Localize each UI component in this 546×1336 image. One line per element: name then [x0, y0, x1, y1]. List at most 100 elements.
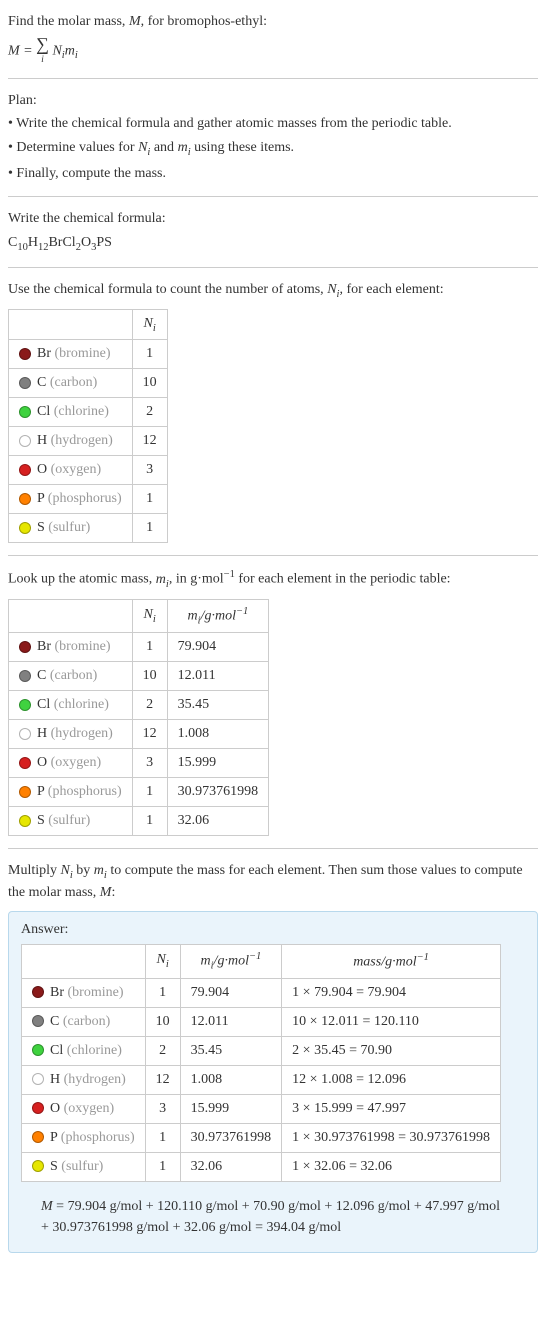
answer-box: Answer: Nimi/g·mol−1mass/g·mol−1Br (brom… [8, 911, 538, 1252]
final-sum: = 79.904 g/mol + 120.110 g/mol + 70.90 g… [41, 1199, 500, 1235]
element-symbol: P [50, 1130, 57, 1145]
chem-cl: Cl [62, 235, 75, 250]
element-symbol: C [37, 668, 46, 683]
col-ni: Ni [132, 309, 167, 340]
cell-mass: 1 × 30.973761998 = 30.973761998 [282, 1123, 501, 1152]
chem-title: Write the chemical formula: [8, 209, 538, 229]
intro-text-b: , for bromophos-ethyl: [141, 14, 267, 29]
cell-mass: 12 × 1.008 = 12.096 [282, 1065, 501, 1094]
element-name: (bromine) [55, 639, 111, 654]
cell-n: 1 [132, 633, 167, 662]
eq-N: N [49, 43, 62, 58]
element-cell: S (sulfur) [22, 1152, 146, 1181]
element-name: (oxygen) [51, 755, 102, 770]
element-dot-icon [19, 522, 31, 534]
count-tb: , for each element: [339, 282, 443, 297]
cell-n: 10 [132, 662, 167, 691]
element-cell: S (sulfur) [9, 514, 133, 543]
element-dot-icon [32, 986, 44, 998]
cell-m: 30.973761998 [180, 1123, 282, 1152]
col-mi: mi/g·mol−1 [167, 599, 269, 632]
element-symbol: P [37, 784, 44, 799]
cell-n: 1 [132, 485, 167, 514]
element-symbol: H [50, 1072, 60, 1087]
divider [8, 267, 538, 268]
cell-m: 79.904 [167, 633, 269, 662]
element-name: (sulfur) [61, 1159, 103, 1174]
cell-m: 12.011 [167, 662, 269, 691]
element-cell: P (phosphorus) [9, 778, 133, 807]
cell-n: 3 [132, 749, 167, 778]
element-dot-icon [19, 786, 31, 798]
cell-n: 1 [132, 778, 167, 807]
cell-n: 12 [132, 427, 167, 456]
element-dot-icon [19, 699, 31, 711]
intro-M: M [129, 14, 141, 29]
element-dot-icon [32, 1102, 44, 1114]
cell-m: 35.45 [167, 691, 269, 720]
element-dot-icon [19, 641, 31, 653]
col-ni: Ni [145, 945, 180, 978]
cell-n: 12 [132, 720, 167, 749]
cell-mass: 1 × 32.06 = 32.06 [282, 1152, 501, 1181]
element-symbol: Br [37, 639, 51, 654]
plan-b2: • Determine values for Ni and mi using t… [8, 138, 538, 160]
element-name: (phosphorus) [48, 784, 122, 799]
chem-cn: 10 [17, 241, 28, 252]
table-row: S (sulfur)132.06 [9, 807, 269, 836]
element-dot-icon [32, 1131, 44, 1143]
element-symbol: Cl [37, 697, 50, 712]
mult-tb: by [73, 863, 94, 878]
table-row: Br (bromine)179.9041 × 79.904 = 79.904 [22, 978, 501, 1007]
cell-mass: 10 × 12.011 = 120.110 [282, 1007, 501, 1036]
table-row: Cl (chlorine)2 [9, 398, 168, 427]
element-dot-icon [19, 464, 31, 476]
element-cell: P (phosphorus) [9, 485, 133, 514]
element-cell: Br (bromine) [9, 633, 133, 662]
element-cell: Cl (chlorine) [22, 1036, 146, 1065]
cell-n: 12 [145, 1065, 180, 1094]
lookup-table: Nimi/g·mol−1Br (bromine)179.904C (carbon… [8, 599, 269, 836]
cell-m: 15.999 [180, 1094, 282, 1123]
table-row: C (carbon)10 [9, 369, 168, 398]
element-dot-icon [19, 493, 31, 505]
element-name: (hydrogen) [64, 1072, 126, 1087]
answer-label: Answer: [21, 922, 525, 938]
chem-o: O [81, 235, 91, 250]
table-row: H (hydrogen)121.00812 × 1.008 = 12.096 [22, 1065, 501, 1094]
element-cell: H (hydrogen) [9, 427, 133, 456]
element-cell: O (oxygen) [9, 749, 133, 778]
element-dot-icon [32, 1160, 44, 1172]
count-title: Use the chemical formula to count the nu… [8, 280, 538, 302]
element-cell: C (carbon) [22, 1007, 146, 1036]
cell-n: 1 [145, 1152, 180, 1181]
table-row: O (oxygen)315.999 [9, 749, 269, 778]
table-row: O (oxygen)3 [9, 456, 168, 485]
col-blank [9, 309, 133, 340]
cell-m: 35.45 [180, 1036, 282, 1065]
col-blank [9, 599, 133, 632]
intro-line: Find the molar mass, M, for bromophos-et… [8, 12, 538, 32]
final-equation: M = 79.904 g/mol + 120.110 g/mol + 70.90… [41, 1196, 505, 1238]
element-dot-icon [19, 435, 31, 447]
element-name: (carbon) [50, 375, 97, 390]
lookup-title: Look up the atomic mass, mi, in g·mol−1 … [8, 568, 538, 592]
divider [8, 555, 538, 556]
plan-b2c: using these items. [191, 140, 294, 155]
cell-m: 32.06 [167, 807, 269, 836]
chem-br: Br [48, 235, 62, 250]
element-name: (phosphorus) [61, 1130, 135, 1145]
element-symbol: H [37, 433, 47, 448]
mult-title: Multiply Ni by mi to compute the mass fo… [8, 861, 538, 903]
table-row: H (hydrogen)121.008 [9, 720, 269, 749]
element-symbol: O [50, 1101, 60, 1116]
element-name: (sulfur) [48, 520, 90, 535]
eq-m: m [65, 43, 75, 58]
count-table: NiBr (bromine)1C (carbon)10Cl (chlorine)… [8, 309, 168, 544]
cell-n: 2 [132, 398, 167, 427]
col-blank [22, 945, 146, 978]
table-row: Br (bromine)1 [9, 340, 168, 369]
divider [8, 196, 538, 197]
element-dot-icon [19, 670, 31, 682]
element-cell: Br (bromine) [22, 978, 146, 1007]
